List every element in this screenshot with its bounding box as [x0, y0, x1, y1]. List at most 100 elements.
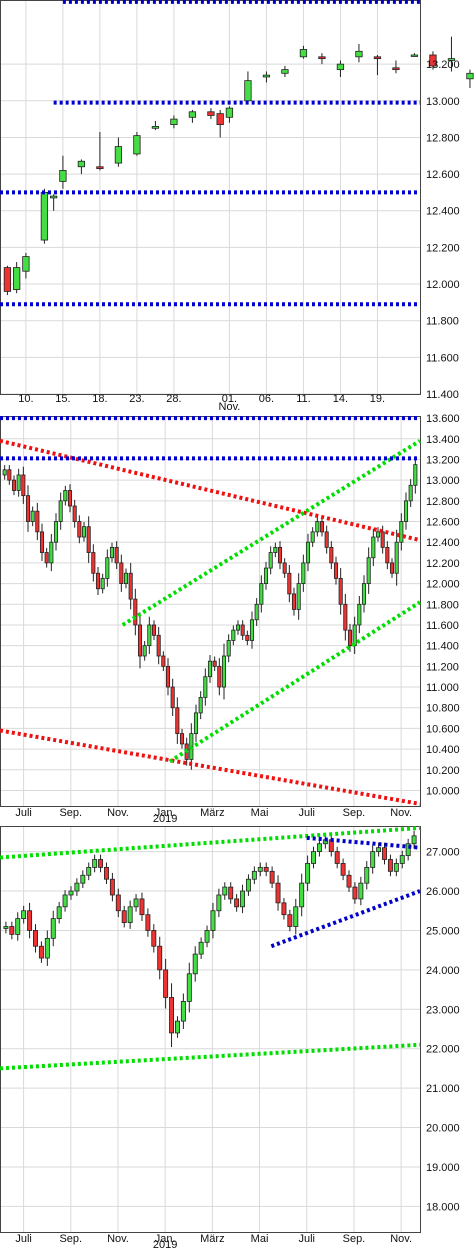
y-tick-label: 10.000 [426, 785, 460, 797]
candle-up [394, 541, 399, 574]
x-tick-label: Sep. [59, 1233, 82, 1245]
y-tick-label: 12.400 [426, 537, 460, 549]
x-tick-label: Nov. [390, 807, 412, 819]
candle-up [226, 640, 231, 657]
x-tick-label: März [200, 807, 224, 819]
x-tick-label: 01. [222, 393, 237, 405]
y-tick-label: 13.000 [426, 475, 460, 487]
x-tick-label: 11. [296, 393, 310, 405]
candle-down [121, 910, 127, 923]
candle-down [281, 902, 287, 916]
candle-up [361, 583, 367, 605]
candle-up [273, 546, 278, 553]
y-tick-label: 11.400 [426, 641, 459, 653]
x-tick-label: März [200, 1233, 224, 1245]
candle-up [299, 882, 305, 908]
candle-up [21, 910, 27, 920]
candle-up [49, 541, 54, 564]
candle-down [163, 969, 169, 998]
candle-down [72, 505, 77, 522]
candle-up [254, 603, 259, 621]
candle-up [310, 531, 315, 543]
candle-down [157, 945, 163, 971]
candle-up [127, 906, 133, 923]
x-axis: Juli Sep. Nov. Jan. März Mai Juli Sep. Nov. 2019 [15, 1233, 412, 1250]
y-tick-label: 11.200 [426, 661, 459, 673]
candle-up [357, 603, 362, 626]
plot-frame [0, 0, 421, 395]
candle-up [192, 953, 198, 975]
candle-up [262, 74, 271, 78]
candle-down [39, 531, 45, 553]
candle-down [340, 863, 346, 876]
y-tick-label: 12.800 [426, 132, 460, 144]
candle-down [151, 930, 157, 947]
candle-up [364, 866, 370, 884]
candle-up [62, 894, 68, 908]
y-tick-label: 12.600 [426, 169, 460, 181]
candle-down [212, 660, 217, 667]
candle-up [259, 583, 264, 605]
candle-up [133, 135, 141, 155]
candle-up [188, 111, 197, 118]
y-tick-label: 13.400 [426, 434, 460, 446]
candle-down [3, 267, 12, 292]
x-tick-label: 28. [166, 393, 181, 405]
x-sub-label: 2019 [153, 813, 177, 824]
candle-up [240, 890, 246, 908]
candle-up [399, 521, 404, 543]
candle-down [282, 562, 287, 574]
candle-up [251, 870, 257, 880]
candle-down [217, 665, 222, 688]
candle-down [161, 655, 166, 667]
candle-up [210, 910, 216, 931]
y-axis: 27.000 26.000 25.000 24.000 23.000 22.000 21.0… [426, 847, 460, 1214]
candle-up [399, 855, 405, 864]
candle-up [207, 660, 213, 678]
candle-up [221, 655, 227, 688]
candle-up [447, 58, 456, 61]
y-tick-label: 12.000 [426, 579, 460, 591]
candle-up [299, 49, 308, 58]
candle-down [319, 521, 325, 533]
candle-up [301, 562, 306, 584]
candle-up [336, 63, 345, 71]
y-tick-label: 11.600 [426, 352, 459, 364]
candle-up [403, 500, 409, 522]
candle-up [235, 624, 241, 631]
candle-up [170, 118, 178, 126]
candle-down [287, 572, 292, 595]
candle-down [380, 531, 385, 548]
candle-up [86, 866, 92, 876]
grid [0, 416, 420, 806]
candle-up [16, 474, 21, 491]
y-tick-label: 19.000 [426, 1162, 460, 1174]
candle-down [318, 56, 326, 60]
trend-line [0, 825, 421, 860]
candle-up [100, 578, 105, 590]
x-tick-label: Nov. [107, 1233, 129, 1245]
y-tick-label: 22.000 [426, 1044, 460, 1056]
candle-up [203, 676, 208, 698]
candle-down [429, 54, 437, 67]
candles [3, 36, 474, 296]
x-tick-label: Sep. [343, 1233, 366, 1245]
candle-up [109, 546, 115, 559]
candle-up [268, 552, 273, 569]
candle-up [370, 851, 376, 868]
candle-up [231, 629, 236, 641]
candle-up [92, 859, 98, 868]
candle-down [44, 552, 49, 564]
candle-down [109, 878, 115, 896]
x-tick-label: Nov. [390, 1233, 412, 1245]
candle-down [7, 469, 12, 481]
candle-down [27, 910, 33, 931]
y-tick-label: 23.000 [426, 1004, 460, 1016]
candle-up [186, 973, 192, 1002]
candle-down [352, 886, 358, 900]
candle-down [25, 495, 31, 522]
x-tick-label: 23. [129, 393, 144, 405]
candle-down [216, 113, 224, 126]
candle-down [115, 894, 121, 912]
candle-up [410, 54, 419, 57]
